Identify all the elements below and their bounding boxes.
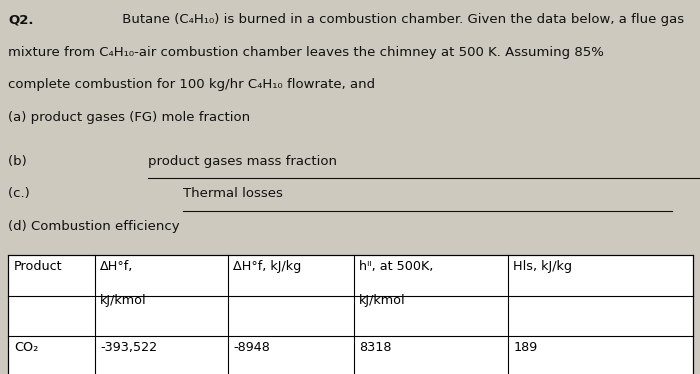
Text: mixture from C₄H₁₀-air combustion chamber leaves the chimney at 500 K. Assuming : mixture from C₄H₁₀-air combustion chambe…: [8, 46, 604, 59]
Text: Thermal losses: Thermal losses: [183, 187, 283, 200]
Text: Hls, kJ/kg: Hls, kJ/kg: [513, 260, 572, 273]
Text: (b): (b): [8, 154, 32, 168]
Text: product gases mass fraction: product gases mass fraction: [148, 154, 337, 168]
Text: hᴵᴵ, at 500K,: hᴵᴵ, at 500K,: [359, 260, 433, 273]
Text: complete combustion for 100 kg/hr C₄H₁₀ flowrate, and: complete combustion for 100 kg/hr C₄H₁₀ …: [8, 78, 380, 91]
Text: kJ/kmol: kJ/kmol: [100, 294, 147, 307]
Text: (d) Combustion efficiency: (d) Combustion efficiency: [8, 220, 180, 233]
Text: (c.): (c.): [8, 187, 34, 200]
Text: -8948: -8948: [233, 340, 270, 353]
Text: Butane (C₄H₁₀) is burned in a combustion chamber. Given the data below, a flue g: Butane (C₄H₁₀) is burned in a combustion…: [118, 13, 685, 26]
Text: 8318: 8318: [359, 340, 391, 353]
Text: Product: Product: [14, 260, 62, 273]
Text: CO₂: CO₂: [14, 340, 38, 353]
Text: -393,522: -393,522: [100, 340, 158, 353]
Text: Q2.: Q2.: [8, 13, 34, 26]
Text: ΔH°f,: ΔH°f,: [100, 260, 134, 273]
Text: (a) product gases (FG) mole fraction: (a) product gases (FG) mole fraction: [8, 111, 251, 124]
Bar: [8, 255, 693, 374]
Text: kJ/kmol: kJ/kmol: [359, 294, 406, 307]
Text: ΔH°f, kJ/kg: ΔH°f, kJ/kg: [233, 260, 302, 273]
Text: 189: 189: [513, 340, 538, 353]
